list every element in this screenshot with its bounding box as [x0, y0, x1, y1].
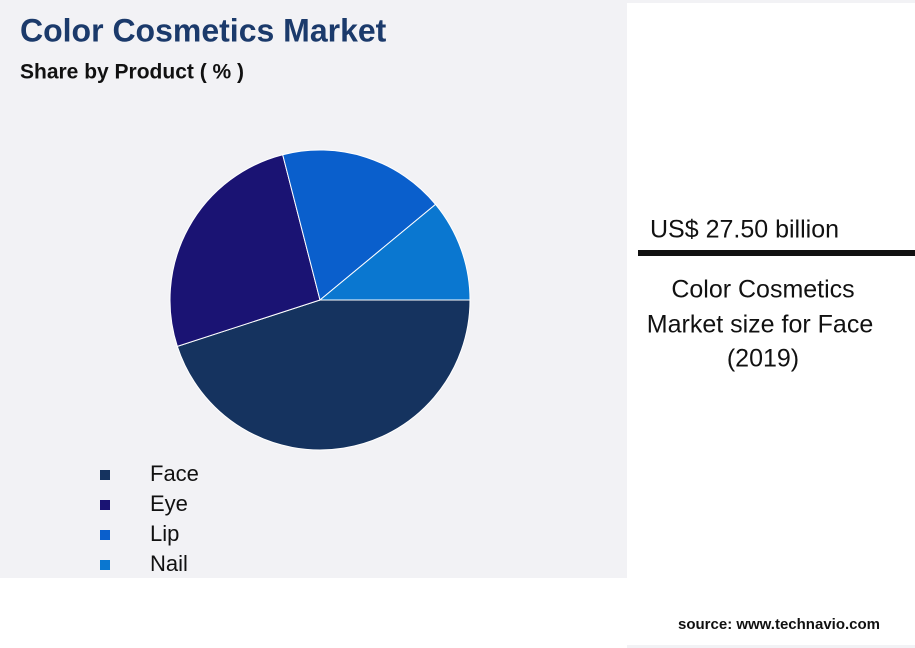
caption-line: (2019) [727, 345, 799, 373]
pie-slice [176, 299, 471, 451]
highlight-value: US$ 27.50 billion [650, 216, 839, 244]
pie-slice [282, 149, 437, 301]
pie-slice [169, 154, 321, 347]
legend-marker [100, 560, 110, 570]
legend-label: Nail [150, 551, 188, 576]
chart-subtitle: Share by Product ( % ) [20, 61, 244, 84]
info-panel [627, 3, 915, 645]
footer-area [0, 578, 627, 648]
chart-title: Color Cosmetics Market [20, 12, 387, 48]
legend-label: Eye [150, 491, 188, 516]
source: source: www.technavio.com [678, 616, 880, 633]
pie-slice [318, 203, 471, 301]
caption-line: Market size for Face [647, 311, 873, 339]
caption-line: Color Cosmetics [671, 276, 854, 304]
legend-marker [100, 530, 110, 540]
legend-marker [100, 500, 110, 510]
legend-label: Lip [150, 521, 179, 546]
legend-label: Face [150, 461, 199, 486]
divider [638, 250, 915, 256]
legend-marker [100, 470, 110, 480]
